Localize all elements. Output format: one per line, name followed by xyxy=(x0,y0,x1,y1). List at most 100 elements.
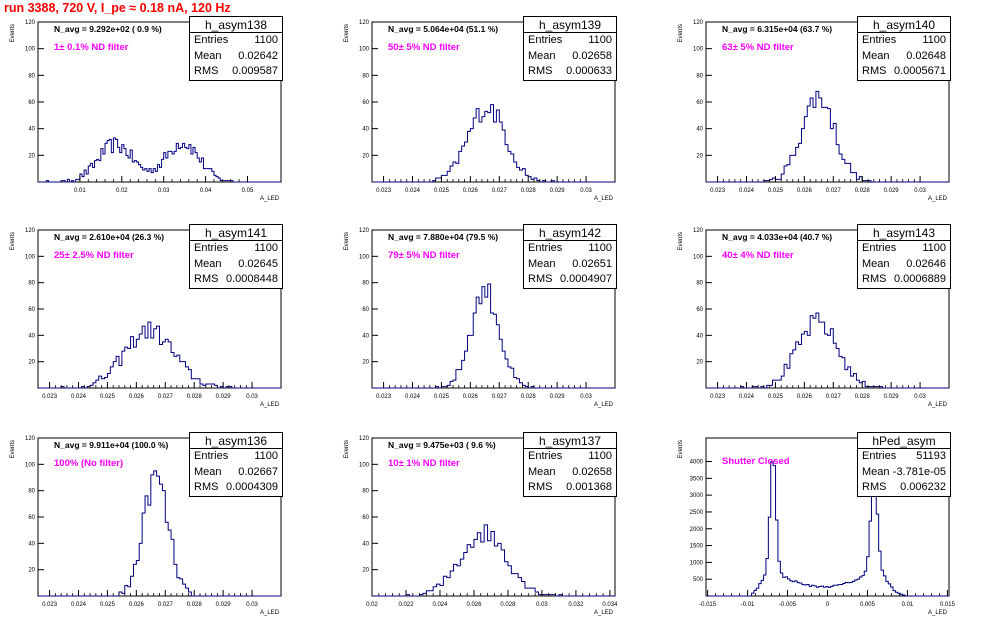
stats-entries-value: 1100 xyxy=(922,242,946,254)
stats-rms-label: RMS xyxy=(194,65,219,77)
navg-label: N_avg = 4.033e+04 (40.7 %) xyxy=(722,232,833,242)
x-axis-title: A_LED xyxy=(260,402,280,408)
stats-mean-row: Mean 0.02645 xyxy=(190,257,282,273)
filter-label: 63± 5% ND filter xyxy=(722,42,794,53)
y-tick-label: 100 xyxy=(25,47,36,53)
x-axis-title: A_LED xyxy=(260,196,280,202)
stats-entries-label: Entries xyxy=(194,242,229,254)
stats-entries-label: Entries xyxy=(194,450,229,462)
navg-label: N_avg = 9.911e+04 (100.0 %) xyxy=(54,440,169,450)
run-title: run 3388, 720 V, I_pe ≈ 0.18 nA, 120 Hz xyxy=(4,1,231,15)
x-tick-label: 0.024 xyxy=(405,188,421,194)
histogram-line xyxy=(38,470,281,597)
stats-mean-value: 0.02651 xyxy=(572,257,612,270)
y-tick-label: 120 xyxy=(25,436,36,442)
histogram-svg: 0.023 0.024 0.025 0.026 0.027 0.028 0.029 0.03 2… xyxy=(678,20,950,202)
stats-rms-row: RMS 0.001368 xyxy=(524,480,616,496)
stats-box: h_asym138 Entries 1100 Mean 0.02642 RMS 0.0095… xyxy=(189,16,283,81)
y-tick-label: 2500 xyxy=(690,510,704,516)
stats-entries-label: Entries xyxy=(528,34,563,46)
x-tick-label: 0.027 xyxy=(158,602,174,608)
x-tick-label: 0.026 xyxy=(466,602,482,608)
filter-label: 40± 4% ND filter xyxy=(722,250,794,261)
stats-mean-row: Mean -3.781e-05 xyxy=(858,465,950,481)
stats-title: hPed_asym xyxy=(858,433,950,449)
y-tick-label: 40 xyxy=(696,333,703,339)
x-tick-label: 0.023 xyxy=(710,394,726,400)
x-tick-label: 0 xyxy=(826,602,830,608)
y-tick-label: 80 xyxy=(696,73,703,79)
x-tick-label: 0.03 xyxy=(246,394,258,400)
y-axis-title: Events xyxy=(678,440,684,458)
navg-label: N_avg = 7.880e+04 (79.5 %) xyxy=(388,232,499,242)
y-tick-label: 120 xyxy=(25,20,36,26)
stats-mean-row: Mean 0.02667 xyxy=(190,465,282,481)
filter-label: 10± 1% ND filter xyxy=(388,458,460,469)
y-tick-label: 100 xyxy=(359,47,370,53)
y-tick-label: 20 xyxy=(28,360,35,366)
y-tick-label: 1500 xyxy=(690,544,704,550)
y-axis-title: Events xyxy=(678,232,684,250)
x-tick-label: 0.028 xyxy=(187,602,203,608)
x-tick-label: 0.027 xyxy=(492,394,508,400)
x-tick-label: 0.03 xyxy=(536,602,548,608)
y-axis-title: Events xyxy=(344,232,350,250)
x-tick-label: 0.005 xyxy=(860,602,876,608)
stats-rms-label: RMS xyxy=(194,273,219,285)
x-tick-label: 0.03 xyxy=(246,602,258,608)
navg-label: N_avg = 9.475e+03 ( 9.6 %) xyxy=(388,440,496,450)
histogram-line xyxy=(372,524,615,597)
x-tick-label: 0.01 xyxy=(902,602,914,608)
y-tick-label: 120 xyxy=(25,228,36,234)
x-tick-label: -0.015 xyxy=(699,602,717,608)
stats-mean-label: Mean xyxy=(528,49,556,62)
stats-entries-row: Entries 1100 xyxy=(524,33,616,49)
x-tick-label: 0.028 xyxy=(521,188,537,194)
y-tick-label: 80 xyxy=(28,281,35,287)
stats-mean-label: Mean xyxy=(862,465,890,478)
filter-label: 50± 5% ND filter xyxy=(388,42,460,53)
x-tick-label: 0.023 xyxy=(376,394,392,400)
stats-entries-label: Entries xyxy=(862,450,897,462)
stats-entries-row: Entries 51193 xyxy=(858,449,950,465)
y-axis-title: Events xyxy=(678,24,684,42)
stats-rms-label: RMS xyxy=(862,273,887,285)
x-tick-label: 0.015 xyxy=(940,602,956,608)
histogram-svg: -0.015 -0.01 -0.005 0 0.005 0.01 0.015 500 1000 1… xyxy=(678,437,956,616)
histogram-line xyxy=(38,321,281,389)
x-tick-label: 0.03 xyxy=(580,188,592,194)
stats-rms-value: 0.006232 xyxy=(900,481,946,493)
stats-entries-row: Entries 1100 xyxy=(524,241,616,257)
x-tick-label: 0.026 xyxy=(129,602,145,608)
y-tick-label: 120 xyxy=(359,228,370,234)
y-tick-label: 120 xyxy=(359,436,370,442)
stats-box: h_asym140 Entries 1100 Mean 0.02648 RMS 0.0005… xyxy=(857,16,951,81)
x-tick-label: 0.025 xyxy=(434,394,450,400)
y-tick-label: 2000 xyxy=(690,527,704,533)
x-tick-label: 0.034 xyxy=(602,602,618,608)
stats-rms-label: RMS xyxy=(862,481,887,493)
stats-title: h_asym138 xyxy=(190,17,282,33)
navg-label: N_avg = 9.292e+02 ( 0.9 %) xyxy=(54,24,162,34)
stats-title: h_asym141 xyxy=(190,225,282,241)
x-tick-label: 0.024 xyxy=(405,394,421,400)
stats-title: h_asym139 xyxy=(524,17,616,33)
stats-rms-label: RMS xyxy=(528,273,553,285)
x-tick-label: 0.02 xyxy=(366,602,378,608)
x-tick-label: 0.025 xyxy=(434,188,450,194)
stats-rms-value: 0.0006889 xyxy=(894,273,946,285)
histogram-line xyxy=(706,312,949,389)
y-tick-label: 100 xyxy=(693,254,704,260)
stats-rms-row: RMS 0.0004907 xyxy=(524,272,616,288)
stats-rms-row: RMS 0.0006889 xyxy=(858,272,950,288)
y-tick-label: 20 xyxy=(28,153,35,159)
stats-entries-label: Entries xyxy=(528,450,563,462)
histogram-svg: 0.02 0.022 0.024 0.026 0.028 0.03 0.032 0.034 20… xyxy=(344,436,618,616)
x-tick-label: 0.026 xyxy=(463,394,479,400)
y-tick-label: 60 xyxy=(362,515,369,521)
y-tick-label: 60 xyxy=(362,100,369,106)
stats-title: h_asym140 xyxy=(858,17,950,33)
x-tick-label: 0.027 xyxy=(826,188,842,194)
stats-rms-label: RMS xyxy=(528,481,553,493)
y-tick-label: 100 xyxy=(25,462,36,468)
